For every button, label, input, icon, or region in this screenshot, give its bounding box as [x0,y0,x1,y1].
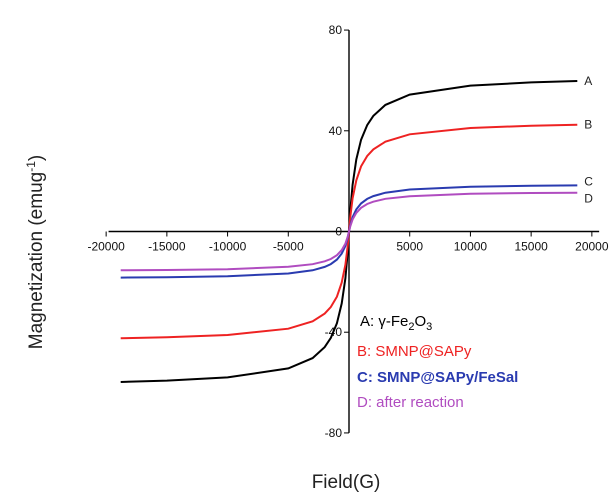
x-tick-label: -20000 [87,240,125,254]
y-tick-label: 40 [329,124,343,138]
curves [120,80,578,383]
series-label-c: C [584,174,593,188]
x-tick-label: 5000 [396,240,423,254]
legend-c-prefix: C: [357,369,377,386]
x-tick-label: 10000 [454,240,488,254]
legend-a-prefix: A: [360,313,378,330]
legend-item-d: D: after reaction [357,394,464,411]
x-axis-title: Field(G) [312,472,381,493]
series-label-a: A [584,74,592,88]
legend-a-name: γ-Fe [378,313,408,330]
series-label-b: B [584,118,592,132]
y-axis-title-close: ) [26,155,47,161]
legend-b-name: SMNP@SAPy [375,343,472,360]
legend-a-sub1: 2 [408,321,414,333]
y-tick-label: -80 [325,426,343,440]
y-tick-label: 0 [335,225,342,239]
series-label-d: D [584,192,593,206]
x-tick-label: 20000 [575,240,609,254]
x-tick-label: -10000 [209,240,247,254]
legend-item-b: B: SMNP@SAPy [357,343,472,360]
legend-b-prefix: B: [357,343,375,360]
legend-d-prefix: D: [357,394,376,411]
curve-d [120,191,578,272]
x-tick-label: 15000 [514,240,548,254]
legend-item-a: A: γ-Fe2O3 [360,313,432,333]
legend-c-name: SMNP@SAPy/FeSal [377,369,518,386]
legend-d-name: after reaction [376,394,464,411]
axes [108,30,600,433]
x-tick-label: -5000 [273,240,304,254]
legend-a-mid: O [414,313,426,330]
x-tick-label: -15000 [148,240,186,254]
legend-a-sub2: 3 [426,321,432,333]
y-axis-title-superscript: -1 [24,161,38,172]
x-ticks: -20000 -15000 -10000 -5000 5000 10000 15000 200… [87,231,609,254]
y-axis-title-main: Magnetization (emug [26,172,47,349]
end-labels: A B CD [584,74,593,206]
y-tick-label: 80 [329,23,343,37]
y-axis-title: Magnetization (emug-1) [24,155,47,349]
legend: A: γ-Fe2O3 B: SMNP@SAPy C: SMNP@SAPy/FeS… [357,313,518,411]
legend-item-c: C: SMNP@SAPy/FeSal [357,369,518,386]
